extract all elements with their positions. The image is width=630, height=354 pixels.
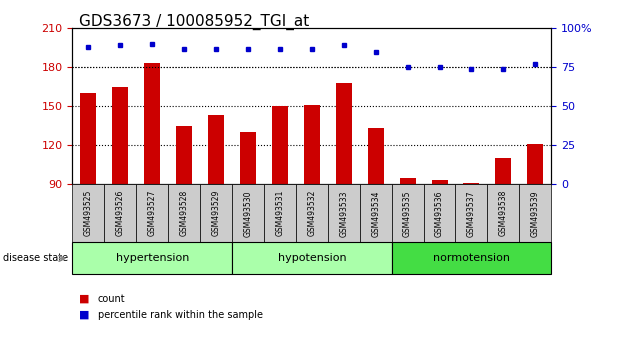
- Bar: [144, 63, 160, 184]
- Bar: [392, 242, 551, 274]
- Bar: [208, 115, 224, 184]
- Bar: [112, 87, 129, 184]
- Text: ■: ■: [79, 294, 89, 304]
- Bar: [240, 132, 256, 184]
- Text: GSM493532: GSM493532: [307, 190, 316, 236]
- Bar: [136, 184, 168, 242]
- Bar: [304, 105, 320, 184]
- Bar: [264, 184, 296, 242]
- Text: GSM493526: GSM493526: [116, 190, 125, 236]
- Bar: [336, 83, 352, 184]
- Bar: [464, 183, 479, 184]
- Text: GSM493531: GSM493531: [275, 190, 284, 236]
- Text: hypertension: hypertension: [115, 253, 189, 263]
- Bar: [399, 178, 416, 184]
- Bar: [72, 184, 105, 242]
- Text: GSM493528: GSM493528: [180, 190, 188, 236]
- Bar: [392, 184, 423, 242]
- Text: GSM493533: GSM493533: [340, 190, 348, 236]
- Text: percentile rank within the sample: percentile rank within the sample: [98, 310, 263, 320]
- Bar: [105, 184, 136, 242]
- Bar: [360, 184, 392, 242]
- Bar: [81, 93, 96, 184]
- Text: GSM493529: GSM493529: [212, 190, 220, 236]
- Bar: [495, 158, 512, 184]
- Bar: [432, 180, 447, 184]
- Bar: [455, 184, 488, 242]
- Bar: [72, 242, 232, 274]
- Text: GSM493537: GSM493537: [467, 190, 476, 236]
- Bar: [519, 184, 551, 242]
- Bar: [527, 144, 543, 184]
- Bar: [296, 184, 328, 242]
- Bar: [232, 184, 264, 242]
- Bar: [176, 126, 192, 184]
- Bar: [328, 184, 360, 242]
- Text: GSM493525: GSM493525: [84, 190, 93, 236]
- Bar: [232, 242, 392, 274]
- Bar: [488, 184, 519, 242]
- Bar: [368, 128, 384, 184]
- Text: GSM493539: GSM493539: [531, 190, 540, 236]
- Bar: [423, 184, 455, 242]
- Text: ■: ■: [79, 310, 89, 320]
- Text: GSM493536: GSM493536: [435, 190, 444, 236]
- Bar: [200, 184, 232, 242]
- Text: disease state: disease state: [3, 253, 68, 263]
- Text: GSM493534: GSM493534: [371, 190, 380, 236]
- Text: GSM493538: GSM493538: [499, 190, 508, 236]
- Text: hypotension: hypotension: [278, 253, 346, 263]
- Bar: [272, 106, 288, 184]
- Text: count: count: [98, 294, 125, 304]
- Text: GDS3673 / 100085952_TGI_at: GDS3673 / 100085952_TGI_at: [79, 14, 309, 30]
- Text: GSM493530: GSM493530: [244, 190, 253, 236]
- Text: GSM493527: GSM493527: [148, 190, 157, 236]
- Text: normotension: normotension: [433, 253, 510, 263]
- Text: GSM493535: GSM493535: [403, 190, 412, 236]
- Bar: [168, 184, 200, 242]
